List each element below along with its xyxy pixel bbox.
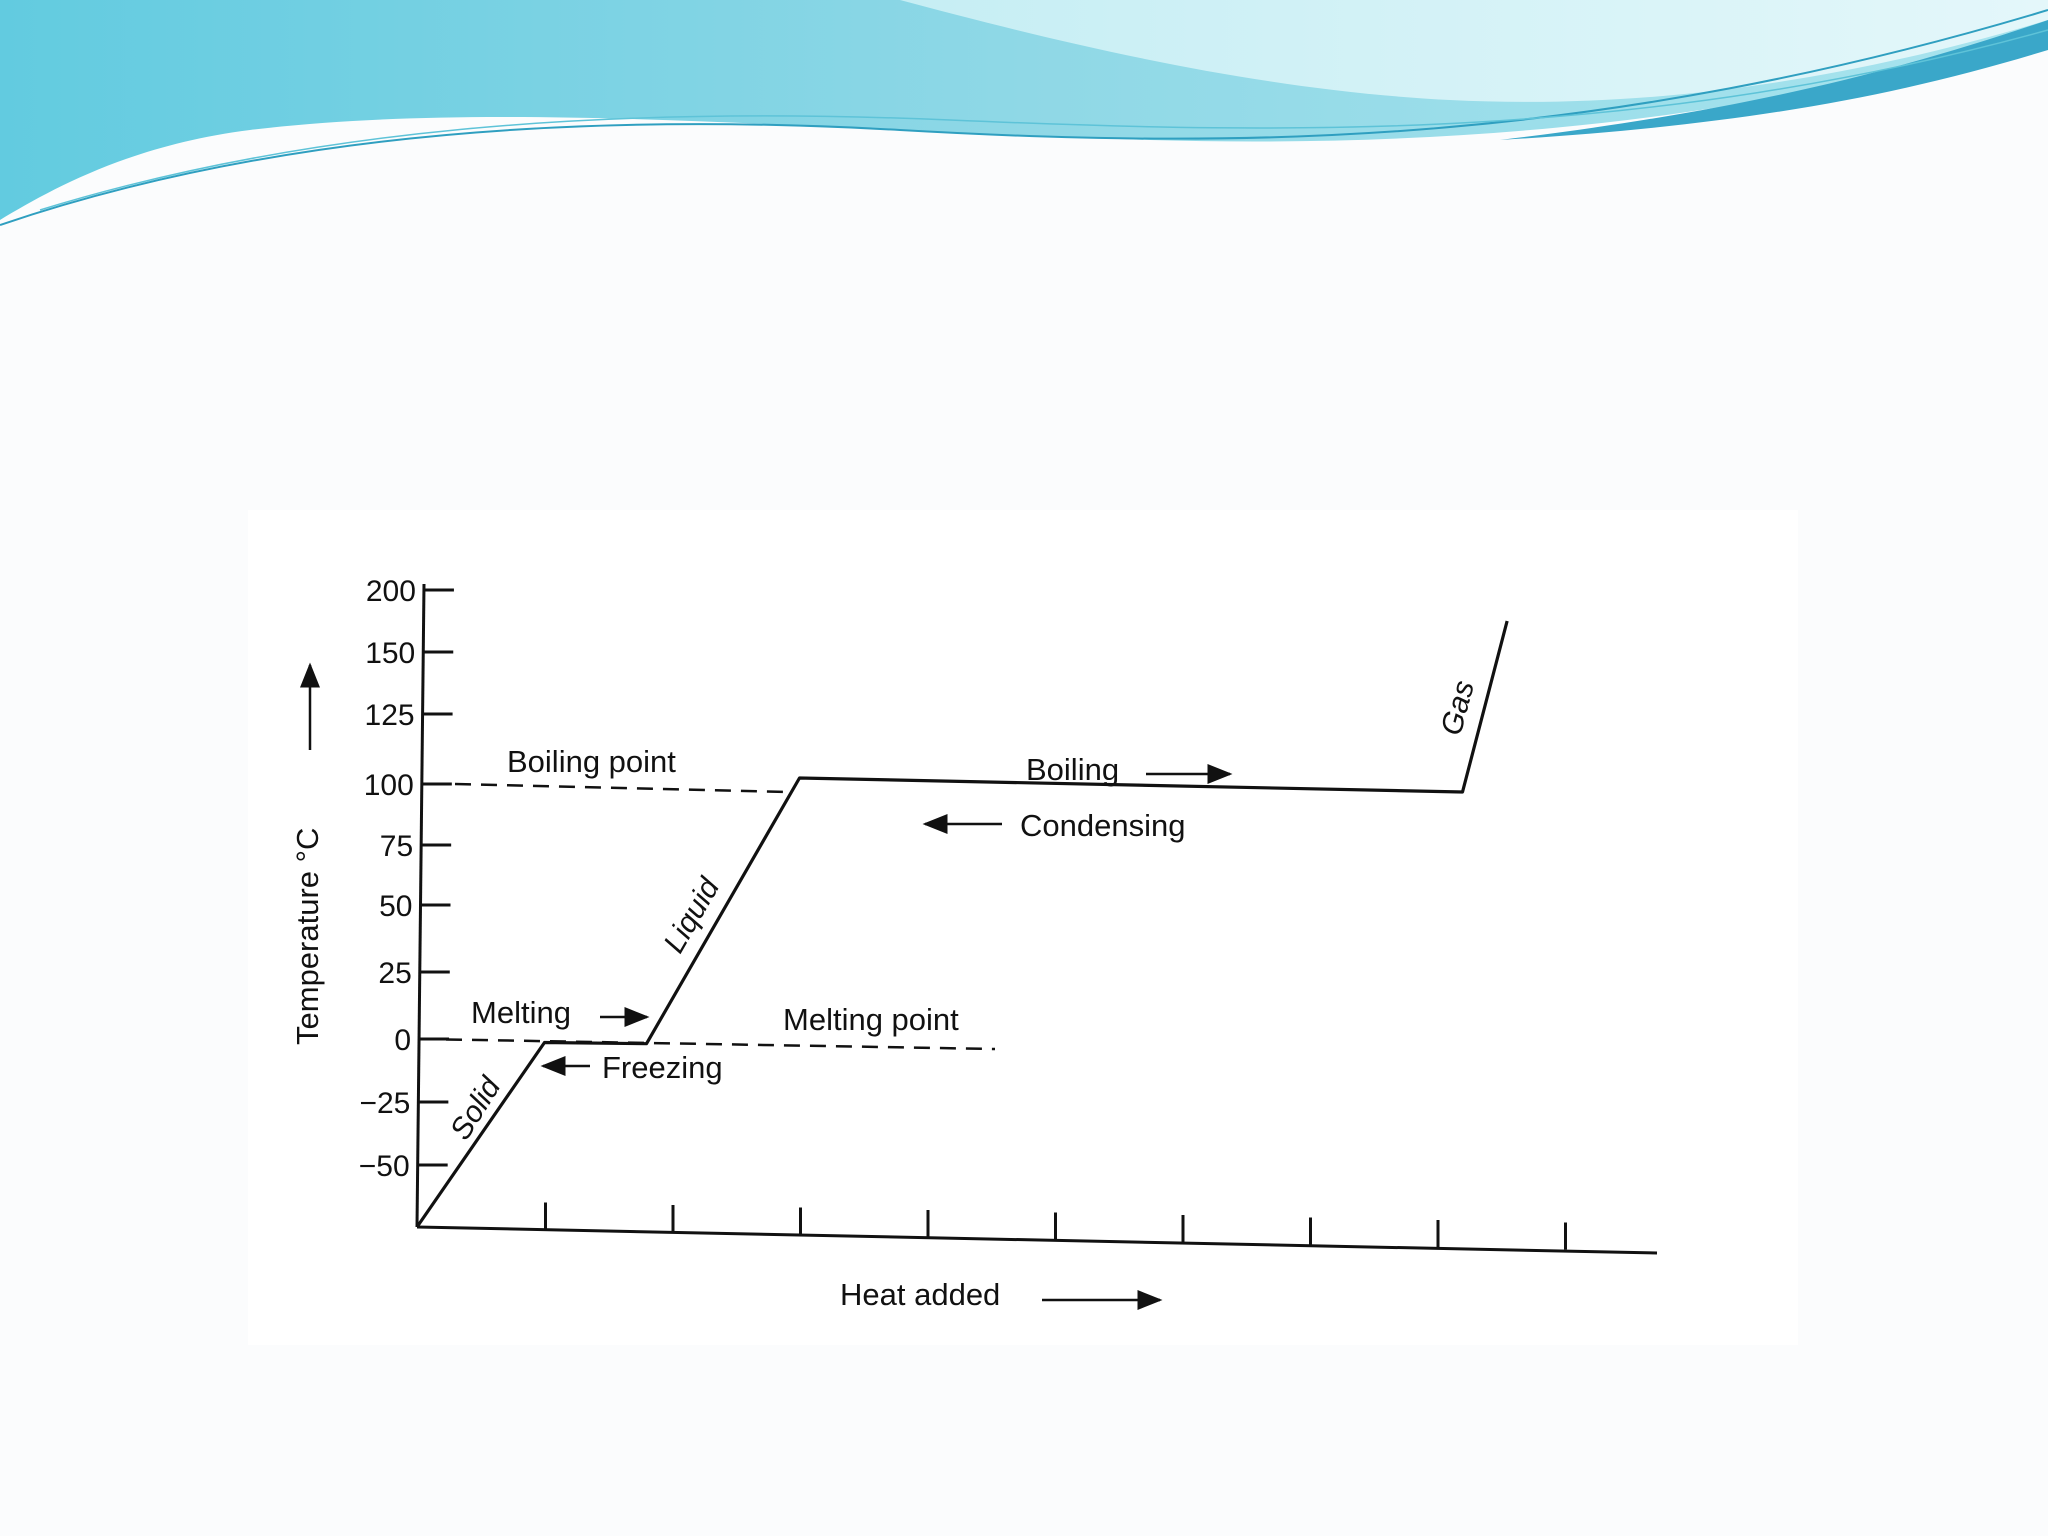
x-axis-line (416, 1225, 1658, 1255)
melting-label: Melting (471, 995, 571, 1030)
reference-lines (419, 782, 996, 1051)
y-tick-label: 25 (378, 957, 411, 990)
figure-panel (248, 510, 1798, 1345)
freezing-label: Freezing (602, 1050, 723, 1085)
annotation-boiling: Boiling (1026, 752, 1233, 787)
phase-label-liquid: Liquid (657, 872, 726, 959)
y-axis-title-group: Temperature °C (290, 662, 325, 1045)
boiling-point-dashed-line (454, 782, 791, 794)
y-tick-label: 100 (364, 769, 414, 802)
y-tick-label: 125 (365, 699, 415, 732)
x-axis-title: Heat added (840, 1277, 1000, 1312)
banner-wave-line-2 (39, 29, 2048, 211)
boiling-label: Boiling (1026, 752, 1119, 787)
y-tick-label: −25 (359, 1087, 410, 1120)
annotation-freezing: Freezing (540, 1050, 723, 1085)
melting-point-dashed-line (419, 1037, 996, 1051)
y-axis-line (415, 583, 426, 1228)
banner-wave-accent (1500, 20, 2048, 140)
phase-label-gas: Gas (1435, 677, 1481, 739)
series-group (415, 620, 1509, 1228)
y-tick-label: 150 (365, 637, 415, 670)
banner-wave-line (0, 9, 2048, 226)
y-tick-label: 0 (394, 1024, 411, 1057)
heating-curve-line (415, 620, 1509, 1228)
y-axis-ticks: 200 150 125 100 75 50 25 0 −25 −50 (359, 575, 454, 1183)
y-tick-label: 75 (380, 830, 413, 863)
boiling-point-label: Boiling point (507, 744, 676, 779)
y-tick-label: −50 (359, 1150, 410, 1183)
y-tick-label: 50 (379, 890, 412, 923)
annotation-melting-point: Melting point (783, 1002, 959, 1037)
annotation-boiling-point: Boiling point (507, 744, 676, 779)
annotation-melting: Melting (471, 995, 650, 1030)
y-axis-title: Temperature °C (290, 828, 325, 1045)
axes (415, 583, 1658, 1255)
x-axis-title-group: Heat added (840, 1277, 1163, 1312)
annotation-condensing: Condensing (922, 808, 1185, 843)
y-tick-label: 200 (366, 575, 416, 608)
header-wave-banner (0, 0, 2048, 226)
melting-point-label: Melting point (783, 1002, 959, 1037)
condensing-label: Condensing (1020, 808, 1185, 843)
banner-wave-light (900, 0, 2048, 102)
x-axis-ticks (544, 1202, 1567, 1250)
